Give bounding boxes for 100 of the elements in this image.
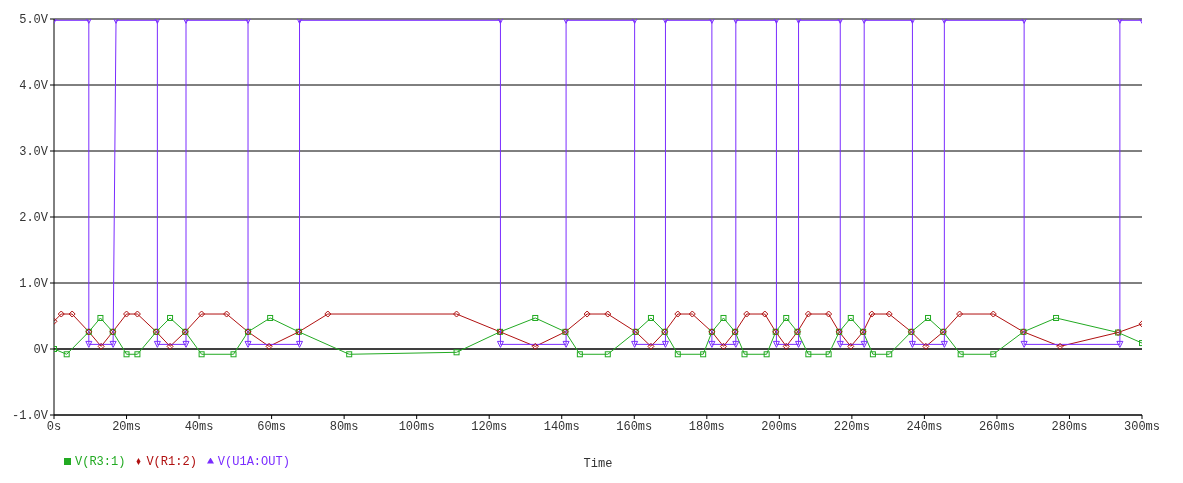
point — [267, 314, 274, 321]
point — [661, 340, 669, 348]
point — [885, 310, 893, 318]
point — [631, 340, 639, 348]
point — [244, 340, 252, 348]
point — [198, 310, 206, 318]
point — [772, 340, 780, 348]
point — [123, 351, 130, 358]
x-tick-label: 180ms — [688, 419, 725, 434]
point — [57, 310, 65, 318]
point — [531, 342, 539, 350]
point — [604, 310, 612, 318]
point — [804, 310, 812, 318]
point — [562, 340, 570, 348]
point — [647, 314, 654, 321]
point — [1116, 340, 1124, 348]
point — [990, 351, 997, 358]
point — [68, 310, 76, 318]
point — [836, 340, 844, 348]
x-tick-label: 140ms — [543, 419, 580, 434]
point — [296, 340, 304, 348]
point — [860, 340, 868, 348]
point — [825, 310, 833, 318]
y-tick-label: 4.0V — [19, 79, 49, 94]
x-tick-label: 20ms — [112, 419, 141, 434]
legend-label: V(R1:2) — [146, 455, 197, 469]
point — [167, 314, 174, 321]
point — [674, 310, 682, 318]
point — [700, 351, 707, 358]
x-tick-label: 80ms — [329, 419, 359, 434]
point — [763, 351, 770, 358]
point — [182, 340, 190, 348]
point — [604, 351, 611, 358]
point — [647, 342, 655, 350]
point — [741, 351, 748, 358]
point — [720, 314, 727, 321]
point — [795, 340, 803, 348]
y-tick-label: 1.0V — [19, 277, 49, 292]
point — [925, 314, 932, 321]
point — [133, 310, 141, 318]
y-tick-label: 5.0V — [19, 13, 49, 28]
point — [868, 310, 876, 318]
point — [97, 342, 105, 350]
point — [989, 310, 997, 318]
x-tick-label: 220ms — [833, 419, 870, 434]
x-tick-label: 0s — [46, 419, 62, 434]
point — [782, 342, 790, 350]
point — [532, 314, 539, 321]
y-tick-label: 2.0V — [19, 211, 49, 226]
x-tick-label: 240ms — [906, 419, 943, 434]
x-tick-label: 160ms — [616, 419, 653, 434]
point — [134, 351, 141, 358]
point — [496, 340, 504, 348]
point — [847, 342, 855, 350]
point — [743, 310, 751, 318]
point — [957, 351, 964, 358]
x-axis-title: Time — [583, 457, 613, 471]
point — [97, 314, 104, 321]
y-tick-label: 3.0V — [19, 145, 49, 160]
point — [109, 340, 117, 348]
x-tick-label: 40ms — [184, 419, 214, 434]
point — [198, 351, 205, 358]
point — [783, 314, 790, 321]
point — [847, 314, 854, 321]
point — [708, 340, 716, 348]
legend-label: V(R3:1) — [75, 455, 126, 469]
point — [805, 351, 812, 358]
point — [453, 349, 460, 356]
point — [265, 342, 273, 350]
point — [583, 310, 591, 318]
point — [922, 342, 930, 350]
point — [63, 351, 70, 358]
point — [674, 351, 681, 358]
point — [761, 310, 769, 318]
point — [453, 310, 461, 318]
point — [732, 340, 740, 348]
point — [688, 310, 696, 318]
x-tick-label: 60ms — [257, 419, 287, 434]
point — [223, 310, 231, 318]
point — [869, 351, 876, 358]
point — [1053, 314, 1060, 321]
point — [324, 310, 332, 318]
x-tick-label: 300ms — [1123, 419, 1161, 434]
point — [85, 340, 93, 348]
point — [719, 342, 727, 350]
point — [230, 351, 237, 358]
point — [166, 342, 174, 350]
y-tick-label: 0V — [33, 343, 49, 358]
point — [123, 310, 131, 318]
point — [940, 340, 948, 348]
point — [956, 310, 964, 318]
point — [886, 351, 893, 358]
point — [576, 351, 583, 358]
point — [153, 340, 161, 348]
x-tick-label: 200ms — [761, 419, 798, 434]
point — [1056, 342, 1064, 350]
x-tick-label: 260ms — [978, 419, 1015, 434]
point — [346, 351, 353, 358]
point — [1020, 340, 1028, 348]
x-tick-label: 280ms — [1051, 419, 1088, 434]
